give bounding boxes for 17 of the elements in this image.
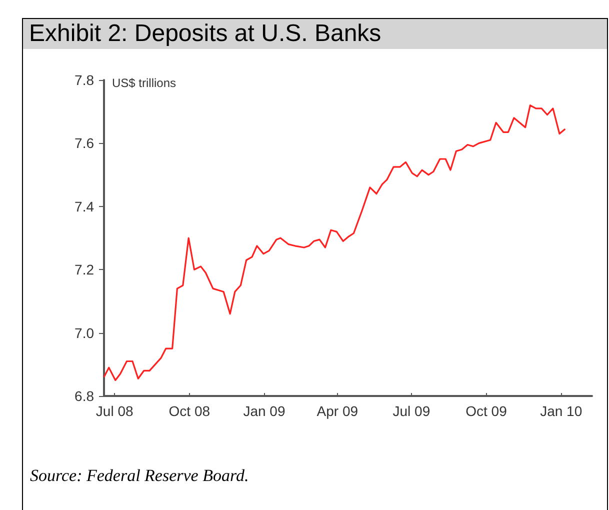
y-tick-label: 7.4 [74, 198, 94, 214]
y-tick-label: 7.6 [74, 135, 94, 152]
x-tick-label: Oct 08 [168, 403, 210, 419]
source-note: Source: Federal Reserve Board. [30, 466, 249, 486]
chart-title: Exhibit 2: Deposits at U.S. Banks [23, 19, 607, 49]
x-tick-label: Jan 09 [243, 403, 286, 419]
x-tick-label: Jul 09 [392, 403, 430, 419]
y-tick-label: 7.8 [74, 72, 94, 88]
y-axis-title: US$ trillions [112, 76, 176, 90]
x-tick-label: Jan 10 [540, 403, 582, 419]
x-tick-label: Jul 08 [96, 403, 134, 419]
y-tick-label: 7.2 [74, 262, 94, 278]
y-tick-label: 6.8 [74, 388, 94, 404]
x-tick-label: Oct 09 [466, 403, 508, 419]
x-tick-label: Apr 09 [316, 403, 358, 419]
y-tick-label: 7.0 [74, 324, 94, 341]
line-series [103, 104, 566, 381]
